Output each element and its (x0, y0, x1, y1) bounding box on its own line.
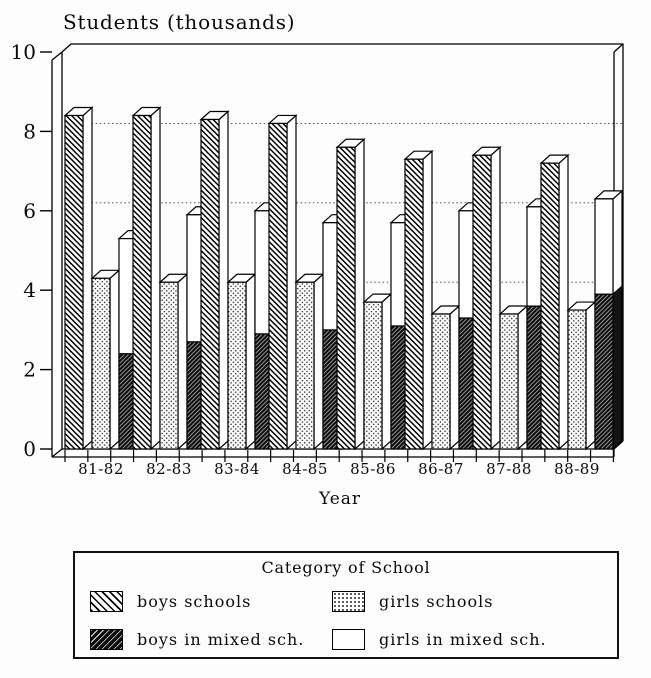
bar-boys-schools-82-83 (131, 106, 162, 451)
bar-boys-schools-84-85 (267, 114, 298, 451)
y-tick-label: 6 (23, 199, 36, 223)
bar-girls-schools-87-88 (498, 304, 529, 451)
y-tick-label: 0 (23, 437, 36, 461)
y-tick-label: 8 (23, 119, 36, 143)
legend-label: girls schools (379, 592, 494, 611)
x-tick-label: 84-85 (282, 460, 328, 478)
x-tick-label: 83-84 (214, 460, 260, 478)
legend: Category of School boys schools girls sc… (73, 551, 619, 659)
legend-label: boys in mixed sch. (137, 630, 305, 649)
x-axis-title: Year (318, 489, 362, 509)
bar-boys-schools-81-82 (63, 106, 94, 451)
chart-title: Students (thousands) (63, 10, 296, 34)
bar-girls-schools-86-87 (430, 304, 461, 451)
x-tick-label: 85-86 (350, 460, 396, 478)
bar-group-88-89: 88-89 (539, 153, 624, 478)
bar-boys-schools-88-89 (539, 153, 570, 451)
bar-boys-schools-87-88 (471, 145, 502, 451)
x-tick-label: 81-82 (78, 460, 124, 478)
bar-boys-schools-86-87 (403, 149, 434, 451)
y-axis: 0 2 4 6 8 10 (11, 40, 52, 461)
girls-in-mixed-swatch (332, 629, 365, 650)
legend-title: Category of School (261, 558, 431, 577)
x-axis-ticks (64, 450, 615, 462)
bar-girls-in-mixed-sch-88-89 (593, 189, 624, 296)
bar-boys-schools-83-84 (199, 110, 230, 451)
legend-label: girls in mixed sch. (379, 630, 547, 649)
bar-girls-schools-81-82 (90, 268, 121, 451)
y-tick-label: 2 (23, 358, 36, 382)
bar-girls-schools-83-84 (226, 272, 257, 451)
bar-girls-schools-85-86 (362, 292, 393, 451)
bar-boys-schools-85-86 (335, 137, 366, 451)
boys-in-mixed-swatch (90, 629, 123, 650)
boys-schools-swatch (90, 591, 123, 612)
y-tick-label: 4 (23, 278, 36, 302)
bar-girls-schools-88-89 (566, 300, 597, 451)
x-tick-label: 86-87 (418, 460, 464, 478)
bar-girls-schools-82-83 (158, 272, 189, 451)
x-tick-label: 88-89 (554, 460, 600, 478)
x-tick-label: 87-88 (486, 460, 532, 478)
legend-label: boys schools (137, 592, 252, 611)
y-tick-label: 10 (11, 40, 36, 64)
bar-boys-in-mixed-sch-88-89 (594, 284, 623, 451)
x-tick-label: 82-83 (146, 460, 192, 478)
girls-schools-swatch (332, 591, 365, 612)
bar-girls-schools-84-85 (294, 272, 325, 451)
